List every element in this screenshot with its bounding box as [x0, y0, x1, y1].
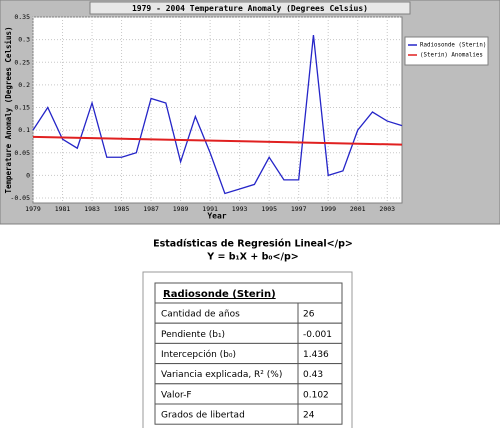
y-tick-label: 0.35 — [14, 13, 30, 21]
row-label: Valor-F — [161, 390, 192, 400]
x-tick-label: 1979 — [25, 205, 41, 213]
row-value: 0.102 — [303, 390, 329, 400]
row-value: 0.43 — [303, 370, 323, 380]
x-tick-label: 1991 — [202, 205, 218, 213]
y-tick-label: 0.05 — [14, 149, 30, 157]
table-frame — [154, 282, 343, 304]
y-tick-label: -0.05 — [10, 194, 30, 202]
table-heading: Radiosonde (Sterin) — [163, 289, 276, 300]
row-value: 26 — [303, 310, 315, 320]
x-tick-label: 1983 — [84, 205, 100, 213]
row-label: Variancia explicada, R² (%) — [161, 370, 282, 380]
x-tick-label: 1993 — [232, 205, 248, 213]
x-tick-label: 1995 — [261, 205, 277, 213]
row-label: Grados de libertad — [161, 411, 245, 421]
row-label: Intercepción (b₀) — [161, 349, 236, 360]
legend-box — [404, 36, 489, 66]
y-tick-label: 0.25 — [14, 58, 30, 66]
row-value: 1.436 — [303, 350, 329, 360]
x-tick-label: 1999 — [320, 205, 336, 213]
legend-label: (Sterin) Anomalies — [420, 53, 483, 59]
x-tick-label: 1997 — [291, 205, 307, 213]
x-tick-label: 1981 — [55, 205, 71, 213]
x-axis-label: Year — [207, 212, 226, 221]
row-value: -0.001 — [303, 330, 332, 340]
table-cell — [297, 403, 343, 425]
y-tick-label: 0 — [26, 171, 30, 179]
title-box — [89, 1, 411, 15]
data-line — [32, 35, 403, 195]
x-tick-label: 1985 — [114, 205, 130, 213]
stats-title: Estadísticas de Regresión Lineal</p> — [153, 239, 353, 250]
x-tick-label: 2001 — [350, 205, 366, 213]
y-tick-label: 0.3 — [18, 36, 30, 44]
row-label: Pendiente (b₁) — [161, 330, 225, 340]
stats-formula: Y = b₁X + b₀</p> — [206, 252, 298, 263]
chart-title: 1979 - 2004 Temperature Anomaly (Degrees… — [132, 3, 368, 13]
y-tick-label: 0.1 — [18, 126, 30, 134]
x-tick-label: 1987 — [143, 205, 159, 213]
plot-area — [32, 16, 403, 204]
y-axis-label: Temperature Anomaly (Degrees Celsius) — [4, 26, 13, 193]
row-value: 24 — [303, 411, 315, 421]
x-tick-label: 2003 — [379, 205, 395, 213]
y-tick-label: 0.15 — [14, 104, 30, 112]
y-tick-label: 0.2 — [18, 81, 30, 89]
x-tick-label: 1989 — [173, 205, 189, 213]
legend-label: Radiosonde (Sterin) — [420, 43, 486, 49]
data-line — [32, 135, 403, 146]
row-label: Cantidad de años — [161, 310, 240, 320]
